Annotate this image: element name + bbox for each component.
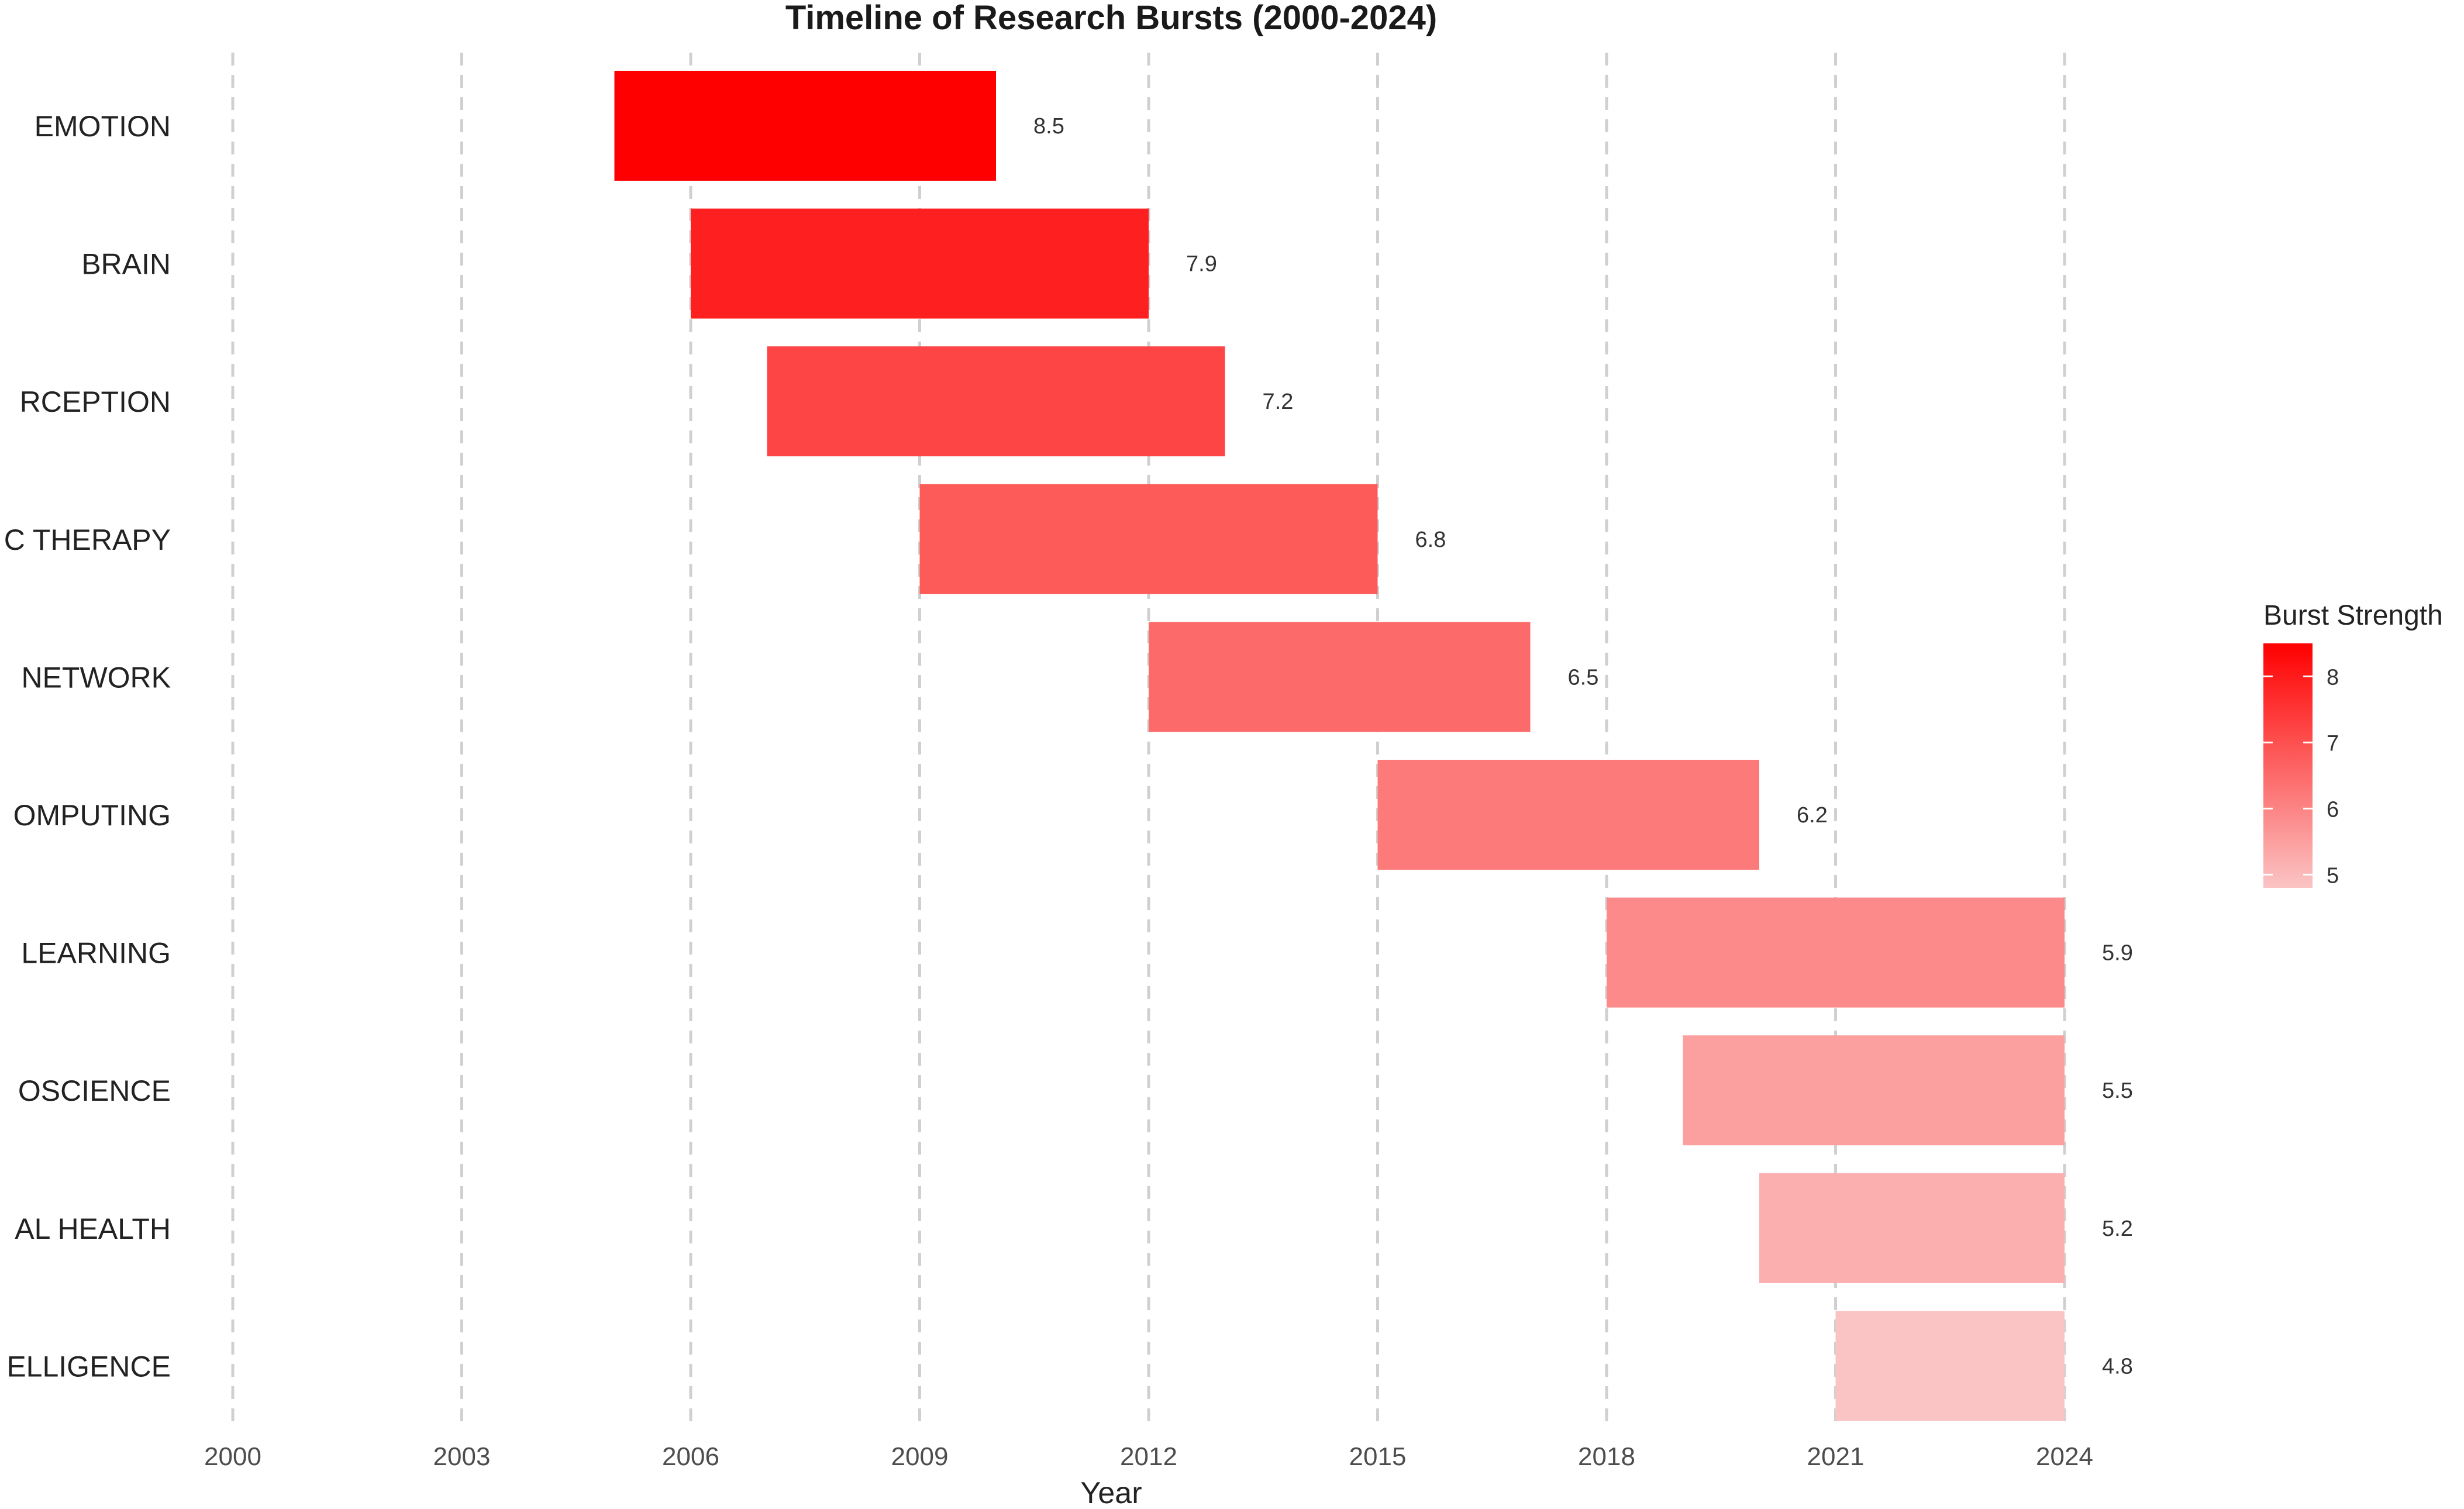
burst-bar bbox=[1377, 760, 1759, 870]
legend-tick-label: 8 bbox=[2327, 665, 2339, 690]
x-tick-label-2024: 2024 bbox=[2036, 1442, 2093, 1471]
x-tick-label-2015: 2015 bbox=[1349, 1442, 1407, 1471]
y-category-label: BRAIN bbox=[81, 248, 171, 281]
y-category-label: NETWORK bbox=[21, 661, 171, 694]
y-category-label: LEARNING bbox=[21, 937, 171, 970]
x-tick-label-2003: 2003 bbox=[433, 1442, 491, 1471]
y-category-label: EMOTION bbox=[35, 110, 171, 143]
y-category-label: ELLIGENCE bbox=[6, 1350, 171, 1383]
bar-value-label: 6.8 bbox=[1415, 528, 1446, 552]
burst-bar bbox=[919, 484, 1378, 594]
burst-bar bbox=[1607, 897, 2065, 1008]
burst-bar bbox=[1683, 1035, 2065, 1146]
bar-value-label: 6.2 bbox=[1797, 803, 1828, 828]
bar-value-label: 7.9 bbox=[1186, 252, 1217, 277]
burst-bar bbox=[1835, 1311, 2065, 1421]
x-tick-label-2006: 2006 bbox=[662, 1442, 719, 1471]
burst-bars bbox=[614, 71, 2065, 1421]
x-tick-label-2012: 2012 bbox=[1120, 1442, 1177, 1471]
y-category-label: OSCIENCE bbox=[18, 1074, 171, 1107]
y-category-label: RCEPTION bbox=[20, 385, 171, 418]
bar-value-label: 7.2 bbox=[1263, 390, 1294, 414]
x-tick-label-2021: 2021 bbox=[1807, 1442, 1865, 1471]
x-axis-title: Year bbox=[1080, 1476, 1142, 1509]
burst-bar bbox=[691, 208, 1149, 319]
bar-value-label: 8.5 bbox=[1033, 114, 1064, 139]
legend-colorbar bbox=[2263, 643, 2313, 888]
x-tick-label-2009: 2009 bbox=[891, 1442, 949, 1471]
legend-tick-label: 5 bbox=[2327, 863, 2339, 888]
burst-bar bbox=[767, 346, 1225, 457]
legend-ticks: 8 7 6 5 bbox=[2263, 665, 2339, 888]
legend-title: Burst Strength bbox=[2263, 600, 2443, 631]
y-category-label: AL HEALTH bbox=[15, 1212, 171, 1245]
y-category-label: C THERAPY bbox=[4, 523, 171, 556]
burst-bar bbox=[1149, 622, 1531, 732]
x-tick-label-2000: 2000 bbox=[204, 1442, 261, 1471]
bar-value-label: 5.9 bbox=[2102, 941, 2133, 966]
bar-value-label: 6.5 bbox=[1568, 665, 1599, 690]
bar-value-labels: 8.5 7.9 7.2 6.8 6.5 6.2 5.9 5.5 5.2 4.8 bbox=[1033, 114, 2133, 1379]
burst-bar bbox=[614, 71, 996, 181]
bar-value-label: 5.2 bbox=[2102, 1217, 2133, 1241]
color-legend: Burst Strength 8 7 6 5 bbox=[2263, 600, 2443, 888]
y-axis-labels: EMOTION BRAIN RCEPTION C THERAPY NETWORK OMPU… bbox=[4, 110, 171, 1383]
x-axis-tick-labels: 2000 2003 2006 2009 2012 2015 2018 2021 2024 bbox=[204, 1442, 2093, 1471]
bar-value-label: 5.5 bbox=[2102, 1079, 2133, 1103]
x-tick-label-2018: 2018 bbox=[1578, 1442, 1635, 1471]
bar-value-label: 4.8 bbox=[2102, 1354, 2133, 1379]
legend-tick-label: 6 bbox=[2327, 797, 2339, 822]
burst-bar bbox=[1759, 1173, 2065, 1283]
y-category-label: OMPUTING bbox=[13, 799, 171, 832]
chart-title: Timeline of Research Bursts (2000-2024) bbox=[785, 0, 1437, 37]
legend-tick-label: 7 bbox=[2327, 731, 2339, 756]
